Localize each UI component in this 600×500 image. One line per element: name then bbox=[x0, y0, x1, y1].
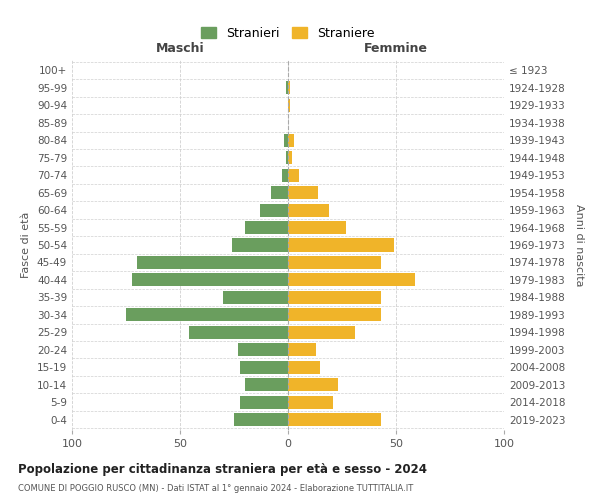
Bar bbox=[260, 204, 288, 216]
Y-axis label: Fasce di età: Fasce di età bbox=[22, 212, 31, 278]
Bar bbox=[133, 274, 288, 286]
Bar bbox=[234, 413, 288, 426]
Text: COMUNE DI POGGIO RUSCO (MN) - Dati ISTAT al 1° gennaio 2024 - Elaborazione TUTTI: COMUNE DI POGGIO RUSCO (MN) - Dati ISTAT… bbox=[18, 484, 413, 493]
Bar bbox=[288, 274, 415, 286]
Bar bbox=[245, 378, 288, 391]
Bar bbox=[288, 343, 316, 356]
Bar bbox=[288, 291, 381, 304]
Text: Femmine: Femmine bbox=[364, 42, 428, 55]
Bar bbox=[288, 360, 320, 374]
Bar bbox=[241, 360, 288, 374]
Bar bbox=[284, 134, 288, 147]
Bar bbox=[232, 238, 288, 252]
Legend: Stranieri, Straniere: Stranieri, Straniere bbox=[196, 22, 380, 45]
Bar bbox=[288, 378, 338, 391]
Bar bbox=[238, 343, 288, 356]
Bar bbox=[288, 413, 381, 426]
Bar bbox=[281, 168, 288, 181]
Bar bbox=[241, 396, 288, 408]
Bar bbox=[137, 256, 288, 269]
Text: Maschi: Maschi bbox=[155, 42, 205, 55]
Bar bbox=[188, 326, 288, 339]
Bar bbox=[288, 99, 290, 112]
Bar bbox=[245, 221, 288, 234]
Bar bbox=[288, 396, 334, 408]
Bar bbox=[288, 326, 355, 339]
Text: Popolazione per cittadinanza straniera per età e sesso - 2024: Popolazione per cittadinanza straniera p… bbox=[18, 462, 427, 475]
Bar bbox=[286, 82, 288, 94]
Bar bbox=[286, 151, 288, 164]
Bar bbox=[288, 204, 329, 216]
Bar bbox=[223, 291, 288, 304]
Bar bbox=[288, 308, 381, 322]
Bar bbox=[288, 151, 292, 164]
Bar bbox=[288, 168, 299, 181]
Bar bbox=[288, 256, 381, 269]
Y-axis label: Anni di nascita: Anni di nascita bbox=[574, 204, 584, 286]
Bar bbox=[288, 186, 318, 199]
Bar bbox=[288, 82, 290, 94]
Bar bbox=[271, 186, 288, 199]
Bar bbox=[288, 238, 394, 252]
Bar bbox=[288, 134, 295, 147]
Bar bbox=[288, 221, 346, 234]
Bar bbox=[126, 308, 288, 322]
